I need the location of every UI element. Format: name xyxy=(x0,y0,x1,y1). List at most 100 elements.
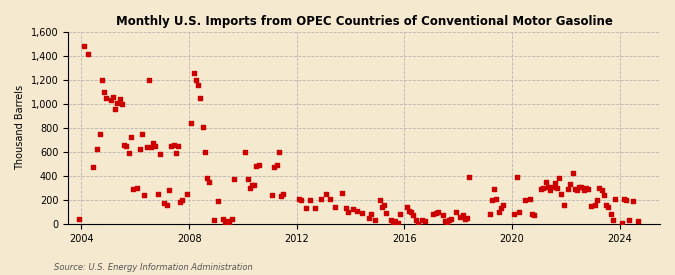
Point xyxy=(110,106,121,111)
Text: Source: U.S. Energy Information Administration: Source: U.S. Energy Information Administ… xyxy=(54,263,252,272)
Point xyxy=(419,219,430,224)
Title: Monthly U.S. Imports from OPEC Countries of Conventional Motor Gasoline: Monthly U.S. Imports from OPEC Countries… xyxy=(115,15,612,28)
Point xyxy=(446,217,457,221)
Point xyxy=(253,163,264,167)
Y-axis label: Thousand Barrels: Thousand Barrels xyxy=(15,85,25,170)
Point xyxy=(370,218,381,222)
Point xyxy=(628,199,639,203)
Point xyxy=(348,207,358,211)
Point xyxy=(269,165,280,170)
Point xyxy=(374,198,385,202)
Point xyxy=(529,213,540,218)
Point xyxy=(271,163,282,167)
Point xyxy=(433,210,443,214)
Point xyxy=(455,214,466,219)
Point xyxy=(190,78,201,82)
Point xyxy=(107,95,118,99)
Point xyxy=(213,199,223,203)
Point xyxy=(278,192,289,196)
Point xyxy=(188,70,199,75)
Point xyxy=(132,186,143,190)
Point xyxy=(182,192,192,196)
Point xyxy=(592,198,603,202)
Point xyxy=(177,198,188,202)
Point xyxy=(222,219,233,224)
Point xyxy=(363,216,374,220)
Point xyxy=(197,125,208,129)
Point xyxy=(146,145,157,149)
Point xyxy=(540,180,551,184)
Point xyxy=(621,198,632,202)
Point xyxy=(596,188,607,192)
Point xyxy=(99,90,109,94)
Point xyxy=(578,188,589,192)
Point xyxy=(300,206,311,210)
Point xyxy=(536,187,547,191)
Point xyxy=(511,175,522,179)
Point xyxy=(204,180,215,184)
Point xyxy=(439,219,450,224)
Point xyxy=(489,187,500,191)
Point xyxy=(538,186,549,190)
Point xyxy=(155,152,165,156)
Point xyxy=(608,218,618,222)
Point xyxy=(610,196,620,201)
Point xyxy=(431,211,441,215)
Point xyxy=(341,206,352,210)
Point xyxy=(186,121,196,125)
Point xyxy=(128,187,138,191)
Point xyxy=(569,187,580,191)
Point xyxy=(576,185,587,189)
Point xyxy=(404,208,414,213)
Point xyxy=(605,212,616,216)
Point xyxy=(229,177,240,182)
Point xyxy=(276,194,287,198)
Point xyxy=(195,96,206,100)
Point xyxy=(101,96,111,100)
Point xyxy=(616,220,627,225)
Point xyxy=(385,218,396,222)
Point xyxy=(572,188,583,192)
Point xyxy=(126,135,136,140)
Point xyxy=(172,144,183,148)
Point xyxy=(161,202,172,207)
Point xyxy=(249,183,260,188)
Point xyxy=(321,192,331,196)
Point xyxy=(580,186,591,190)
Point xyxy=(94,132,105,136)
Point xyxy=(619,196,630,201)
Point xyxy=(123,151,134,155)
Point xyxy=(441,220,452,225)
Point xyxy=(412,222,423,226)
Point xyxy=(599,193,610,197)
Point xyxy=(458,213,468,218)
Point xyxy=(141,145,152,149)
Point xyxy=(623,218,634,222)
Point xyxy=(428,212,439,216)
Point xyxy=(134,147,145,152)
Point xyxy=(558,202,569,207)
Point xyxy=(543,185,554,189)
Point xyxy=(119,142,130,147)
Point xyxy=(493,210,504,214)
Point xyxy=(112,100,123,105)
Point xyxy=(603,205,614,209)
Point xyxy=(352,208,362,213)
Point xyxy=(632,219,643,224)
Point xyxy=(464,175,475,179)
Point xyxy=(87,165,98,170)
Point xyxy=(117,102,128,106)
Point xyxy=(153,192,163,196)
Point xyxy=(251,164,262,168)
Point xyxy=(390,219,401,224)
Point xyxy=(377,205,387,209)
Point xyxy=(487,198,497,202)
Point xyxy=(242,177,253,182)
Point xyxy=(168,142,179,147)
Point xyxy=(150,144,161,148)
Point xyxy=(143,78,154,82)
Point xyxy=(343,210,354,214)
Point xyxy=(406,210,416,214)
Point xyxy=(267,193,277,197)
Point xyxy=(526,212,537,216)
